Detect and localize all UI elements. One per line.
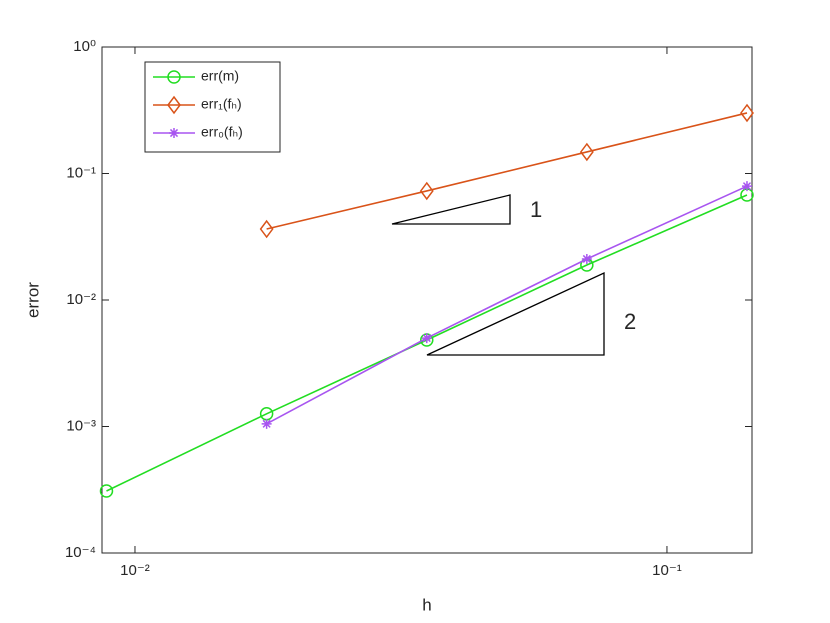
series-line (266, 185, 748, 425)
legend-marker (167, 95, 181, 115)
legend-label: err₀(fₕ) (201, 124, 243, 140)
x-tick-label: 10⁻² (120, 562, 150, 579)
legend-label: err(m) (201, 68, 239, 84)
annotation: 2 (624, 309, 636, 334)
marker (261, 418, 272, 429)
marker (421, 333, 432, 344)
y-tick-label: 10⁻² (66, 291, 96, 308)
marker (259, 219, 274, 239)
x-axis-label: h (422, 595, 431, 614)
marker (579, 142, 594, 162)
slope-triangle (391, 194, 511, 225)
y-tick-label: 10⁻⁴ (65, 544, 96, 561)
y-tick-label: 10⁻³ (66, 417, 96, 434)
x-tick-label: 10⁻¹ (652, 562, 682, 579)
marker (99, 484, 114, 498)
legend-marker (167, 70, 181, 84)
legend-label: err₁(fₕ) (201, 96, 242, 112)
annotation: 1 (530, 197, 542, 222)
slope-triangle (426, 271, 605, 356)
y-axis-label: error (23, 282, 42, 318)
marker (740, 103, 754, 123)
marker (581, 253, 592, 264)
marker (741, 181, 752, 192)
legend-marker (169, 128, 179, 138)
y-tick-label: 10⁻¹ (66, 164, 96, 181)
marker (419, 181, 434, 201)
series-line (266, 112, 748, 230)
y-tick-label: 10⁰ (73, 38, 96, 55)
